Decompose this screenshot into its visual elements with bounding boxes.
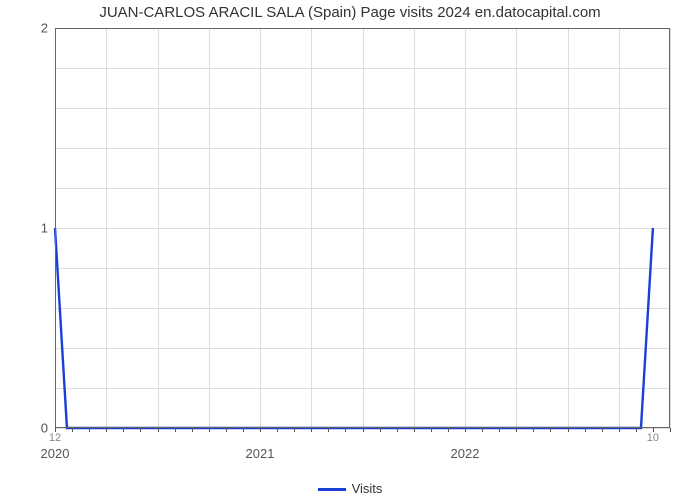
chart-container: JUAN-CARLOS ARACIL SALA (Spain) Page vis… [0, 0, 700, 500]
x-minor-tick [636, 428, 637, 432]
x-minor-tick [192, 428, 193, 432]
y-tick-label: 0 [8, 421, 48, 436]
x-minor-tick [294, 428, 295, 432]
x-major-label: 2020 [41, 446, 70, 461]
plot-area [55, 28, 670, 428]
x-minor-tick [568, 428, 569, 432]
y-tick-label: 1 [8, 221, 48, 236]
x-minor-tick [585, 428, 586, 432]
x-minor-tick [311, 428, 312, 432]
x-minor-tick [431, 428, 432, 432]
x-minor-label-start: 12 [49, 432, 61, 444]
legend-label: Visits [352, 481, 383, 496]
x-minor-tick [499, 428, 500, 432]
x-minor-tick [72, 428, 73, 432]
x-minor-tick [345, 428, 346, 432]
x-minor-tick [482, 428, 483, 432]
x-minor-tick [158, 428, 159, 432]
x-minor-tick [277, 428, 278, 432]
x-minor-tick [243, 428, 244, 432]
x-minor-tick [106, 428, 107, 432]
legend: Visits [0, 481, 700, 496]
x-minor-label-end: 10 [647, 432, 659, 444]
x-major-label: 2022 [451, 446, 480, 461]
x-minor-tick [448, 428, 449, 432]
chart-title: JUAN-CARLOS ARACIL SALA (Spain) Page vis… [0, 4, 700, 21]
legend-swatch [318, 488, 346, 491]
x-minor-tick [380, 428, 381, 432]
x-minor-tick [226, 428, 227, 432]
x-minor-tick [89, 428, 90, 432]
x-minor-tick [328, 428, 329, 432]
x-major-label: 2021 [246, 446, 275, 461]
x-minor-tick [533, 428, 534, 432]
x-minor-tick [602, 428, 603, 432]
x-minor-tick [209, 428, 210, 432]
x-minor-tick [260, 428, 261, 432]
x-minor-tick [363, 428, 364, 432]
x-minor-tick [175, 428, 176, 432]
x-minor-tick [414, 428, 415, 432]
x-minor-tick [670, 428, 671, 432]
x-minor-tick [516, 428, 517, 432]
x-minor-tick [123, 428, 124, 432]
x-minor-tick [140, 428, 141, 432]
gridline-vertical [670, 28, 671, 428]
x-minor-tick [550, 428, 551, 432]
plot-border [55, 28, 670, 428]
x-minor-tick [619, 428, 620, 432]
x-minor-tick [465, 428, 466, 432]
x-minor-tick [397, 428, 398, 432]
y-tick-label: 2 [8, 21, 48, 36]
